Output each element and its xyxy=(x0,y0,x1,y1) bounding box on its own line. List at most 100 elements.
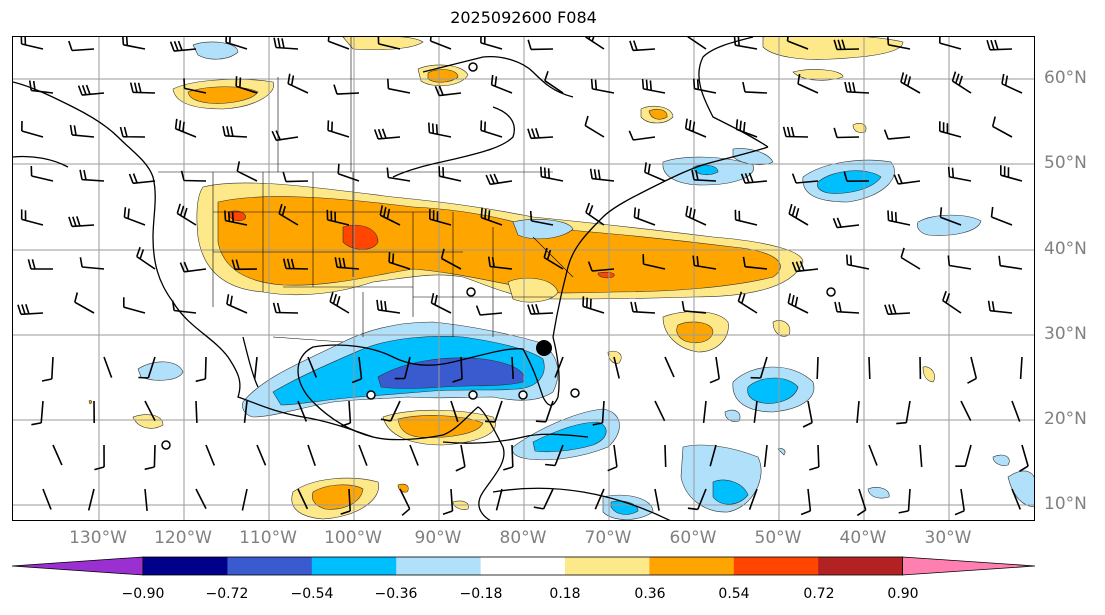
wind-barb xyxy=(455,444,466,472)
wind-barb xyxy=(685,205,707,226)
wind-barb xyxy=(42,488,52,510)
open-circle-icon xyxy=(466,287,476,297)
wind-barb xyxy=(1019,356,1023,380)
lon-label: 90°W xyxy=(414,528,462,548)
wind-barb xyxy=(844,81,870,94)
wind-barb xyxy=(544,70,564,94)
wind-barbs xyxy=(17,37,1029,517)
wind-barb xyxy=(692,255,717,270)
wind-barb xyxy=(786,37,809,50)
wind-barb xyxy=(123,297,146,314)
open-circle-icon xyxy=(826,287,836,297)
wind-barb xyxy=(654,400,666,422)
wind-barb xyxy=(388,252,411,270)
wind-barb xyxy=(527,39,554,51)
open-circle-icon xyxy=(161,440,171,450)
colorbar-tick-label: 0.18 xyxy=(549,586,581,602)
colorbar-extend-low xyxy=(11,556,144,576)
wind-barb xyxy=(629,40,656,52)
wind-barb xyxy=(480,37,503,50)
wind-barb xyxy=(169,40,197,52)
wind-barb xyxy=(590,78,615,94)
wind-barb xyxy=(20,209,44,226)
wind-barb xyxy=(358,444,368,466)
wind-barb xyxy=(485,173,513,186)
wind-barb xyxy=(136,246,156,270)
wind-barb xyxy=(273,37,299,50)
wind-barb xyxy=(681,300,707,314)
wind-barb xyxy=(529,210,554,226)
wind-barb xyxy=(434,85,462,97)
wind-barb xyxy=(809,444,820,471)
wind-barb xyxy=(326,209,350,226)
lon-label: 50°W xyxy=(754,528,802,548)
wind-barb xyxy=(540,166,564,182)
lat-label: 50°N xyxy=(1044,153,1087,173)
wind-barb xyxy=(495,488,503,511)
wind-barb xyxy=(734,209,758,226)
wind-barb xyxy=(144,444,156,471)
wind-barb xyxy=(180,170,207,182)
wind-barb xyxy=(256,444,267,466)
wind-barb xyxy=(480,120,503,138)
wind-barb xyxy=(327,37,350,50)
wind-barb xyxy=(939,121,962,138)
wind-barb xyxy=(351,356,363,384)
colorbar-extend-high xyxy=(902,556,1036,576)
wind-barb xyxy=(480,207,503,226)
wind-barb xyxy=(28,80,54,94)
wind-barb xyxy=(641,78,666,94)
wind-barb xyxy=(138,356,156,379)
colorbar-tick-label: −0.90 xyxy=(121,586,165,602)
wind-barb xyxy=(998,255,1023,270)
wind-barb xyxy=(856,400,860,423)
wind-barb xyxy=(30,165,54,182)
wind-barb xyxy=(846,254,870,270)
wind-barb xyxy=(900,72,921,94)
wind-barb xyxy=(868,356,871,380)
wind-barb xyxy=(763,444,768,467)
open-circle-icon xyxy=(518,390,528,400)
wind-barb xyxy=(297,400,308,422)
wind-barb xyxy=(986,39,1013,51)
wind-barb xyxy=(954,488,965,516)
wind-barb xyxy=(802,400,813,428)
wind-barb xyxy=(628,130,656,141)
wind-barb xyxy=(329,291,350,314)
wind-barb xyxy=(942,290,962,314)
wind-barb xyxy=(947,166,972,182)
wind-barb xyxy=(79,169,105,182)
wind-barb xyxy=(687,37,707,50)
wind-barb xyxy=(967,356,978,384)
wind-barb xyxy=(709,356,720,384)
wind-barb xyxy=(297,488,309,510)
wind-barb xyxy=(898,488,911,514)
wind-barb xyxy=(241,488,248,511)
colorbar-segment xyxy=(565,557,650,575)
wind-barb xyxy=(195,488,207,509)
wind-barb xyxy=(20,37,44,50)
wind-barb xyxy=(1019,444,1029,472)
lat-label: 10°N xyxy=(1044,494,1087,514)
wind-barb xyxy=(409,444,419,466)
map-panel xyxy=(12,36,1035,521)
wind-barb xyxy=(429,209,452,226)
wind-barb xyxy=(183,78,207,94)
lon-label: 110°W xyxy=(239,528,297,548)
wind-barb xyxy=(144,400,156,421)
wind-barb xyxy=(450,400,459,423)
wind-barb xyxy=(68,216,95,228)
wind-barb xyxy=(438,166,462,182)
wind-barb xyxy=(951,71,972,94)
wind-barb xyxy=(939,207,962,226)
map-graticule xyxy=(13,37,1034,520)
wind-barb xyxy=(442,488,454,515)
wind-barb xyxy=(373,128,401,140)
wind-barb xyxy=(592,400,605,426)
wind-barb xyxy=(334,257,360,270)
wind-barb xyxy=(235,76,258,94)
wind-barb xyxy=(584,115,605,138)
colorbar-tick-label: 0.54 xyxy=(718,586,750,602)
wind-barb xyxy=(702,400,707,423)
wind-barb xyxy=(787,293,809,314)
